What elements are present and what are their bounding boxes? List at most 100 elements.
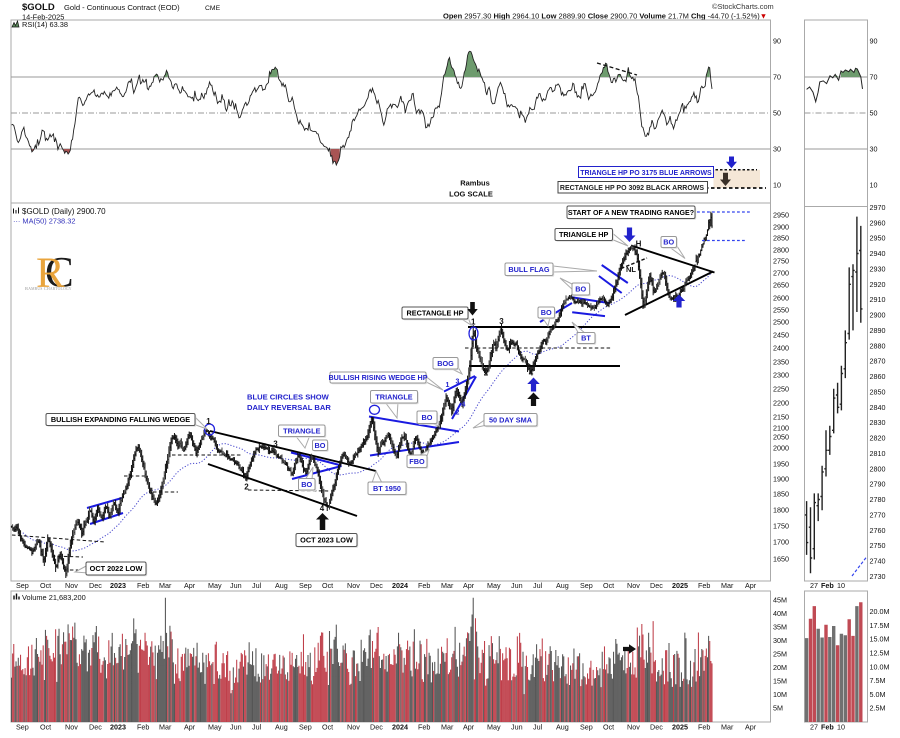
svg-text:2: 2 — [456, 410, 460, 417]
svg-text:Dec: Dec — [370, 581, 383, 590]
svg-text:Apr: Apr — [463, 581, 475, 590]
svg-text:Dec: Dec — [650, 581, 663, 590]
svg-text:RECTANGLE HP PO 3092 BLACK ARR: RECTANGLE HP PO 3092 BLACK ARROWS — [560, 185, 704, 192]
svg-text:RSI(14) 63.38: RSI(14) 63.38 — [22, 20, 68, 29]
svg-text:2300: 2300 — [773, 371, 789, 380]
svg-text:2000: 2000 — [773, 444, 789, 453]
svg-text:10: 10 — [837, 723, 845, 732]
svg-text:2900: 2900 — [870, 311, 886, 320]
svg-text:30: 30 — [870, 145, 878, 154]
svg-text:2150: 2150 — [773, 413, 789, 422]
svg-text:2730: 2730 — [870, 572, 886, 581]
svg-text:2025: 2025 — [672, 581, 688, 590]
svg-text:Feb: Feb — [821, 723, 834, 732]
svg-text:Jul: Jul — [533, 581, 543, 590]
svg-text:2950: 2950 — [773, 211, 789, 220]
svg-text:Jul: Jul — [252, 581, 262, 590]
svg-text:1700: 1700 — [773, 538, 789, 547]
svg-text:2.5M: 2.5M — [870, 704, 886, 713]
svg-text:FBO: FBO — [409, 457, 425, 466]
svg-text:2910: 2910 — [870, 295, 886, 304]
svg-text:Jul: Jul — [533, 723, 543, 732]
svg-text:OCT 2023 LOW: OCT 2023 LOW — [300, 536, 353, 545]
svg-text:Sep: Sep — [299, 581, 312, 590]
svg-text:BT: BT — [581, 334, 591, 343]
svg-text:BO: BO — [422, 413, 433, 422]
svg-text:2760: 2760 — [870, 526, 886, 535]
svg-text:Feb: Feb — [698, 581, 710, 590]
svg-text:BO: BO — [541, 308, 552, 317]
svg-text:Nov: Nov — [65, 581, 78, 590]
svg-text:17.5M: 17.5M — [870, 621, 890, 630]
svg-text:Dec: Dec — [650, 723, 663, 732]
svg-text:2024: 2024 — [392, 581, 408, 590]
svg-text:2780: 2780 — [870, 495, 886, 504]
svg-text:2740: 2740 — [870, 557, 886, 566]
svg-text:1: 1 — [446, 382, 450, 389]
svg-text:2024: 2024 — [392, 723, 408, 732]
svg-text:Volume 21,683,200: Volume 21,683,200 — [22, 593, 86, 602]
svg-text:Open 2957.30 High 2964.10 Low: Open 2957.30 High 2964.10 Low 2889.90 Cl… — [443, 12, 767, 21]
svg-text:Feb: Feb — [137, 723, 149, 732]
svg-text:Sep: Sep — [16, 581, 29, 590]
svg-text:2250: 2250 — [773, 385, 789, 394]
svg-text:Oct: Oct — [603, 581, 614, 590]
svg-text:10: 10 — [837, 581, 845, 590]
svg-text:Mar: Mar — [441, 723, 454, 732]
svg-text:2840: 2840 — [870, 403, 886, 412]
svg-text:Jun: Jun — [511, 723, 523, 732]
svg-text:1: 1 — [471, 318, 476, 327]
svg-text:2025: 2025 — [672, 723, 688, 732]
svg-text:Apr: Apr — [745, 581, 757, 590]
svg-text:2790: 2790 — [870, 480, 886, 489]
svg-text:BO: BO — [575, 285, 586, 294]
svg-text:BO: BO — [301, 480, 312, 489]
svg-text:Apr: Apr — [745, 723, 757, 732]
svg-text:2880: 2880 — [870, 341, 886, 350]
svg-text:90: 90 — [870, 37, 878, 46]
svg-text:TRIANGLE: TRIANGLE — [283, 426, 320, 435]
svg-text:··· MA(50) 2738.32: ··· MA(50) 2738.32 — [13, 217, 75, 226]
svg-text:Nov: Nov — [347, 581, 360, 590]
svg-text:Jun: Jun — [511, 581, 523, 590]
svg-text:R: R — [36, 250, 65, 297]
svg-text:Aug: Aug — [275, 723, 288, 732]
svg-text:2750: 2750 — [773, 257, 789, 266]
svg-text:BULL FLAG: BULL FLAG — [508, 265, 550, 274]
svg-text:4: 4 — [529, 369, 534, 378]
svg-text:Oct: Oct — [322, 723, 333, 732]
svg-text:START OF A NEW TRADING RANGE?: START OF A NEW TRADING RANGE? — [568, 209, 694, 217]
svg-text:BULLISH EXPANDING FALLING WEDG: BULLISH EXPANDING FALLING WEDGE — [51, 415, 190, 424]
svg-text:2900: 2900 — [773, 223, 789, 232]
svg-text:Mar: Mar — [441, 581, 454, 590]
svg-text:Dec: Dec — [89, 723, 102, 732]
svg-text:2650: 2650 — [773, 281, 789, 290]
svg-text:©StockCharts.com: ©StockCharts.com — [712, 2, 774, 11]
svg-text:Aug: Aug — [275, 581, 288, 590]
svg-text:2800: 2800 — [870, 464, 886, 473]
svg-text:May: May — [208, 581, 222, 590]
svg-text:4: 4 — [320, 504, 325, 513]
svg-text:10.0M: 10.0M — [870, 662, 890, 671]
svg-text:TRIANGLE HP PO 3175 BLUE ARROW: TRIANGLE HP PO 3175 BLUE ARROWS — [580, 170, 712, 177]
svg-text:Nov: Nov — [627, 723, 640, 732]
svg-text:Feb: Feb — [137, 581, 149, 590]
svg-text:14-Feb-2025: 14-Feb-2025 — [22, 13, 64, 22]
svg-text:2950: 2950 — [870, 234, 886, 243]
svg-text:2600: 2600 — [773, 294, 789, 303]
svg-text:Oct: Oct — [322, 581, 333, 590]
svg-text:12.5M: 12.5M — [870, 649, 890, 658]
svg-text:2890: 2890 — [870, 326, 886, 335]
svg-text:NL: NL — [626, 265, 636, 274]
svg-text:70: 70 — [870, 73, 878, 82]
svg-text:2023: 2023 — [110, 581, 126, 590]
svg-text:35M: 35M — [773, 623, 787, 632]
svg-text:May: May — [487, 581, 501, 590]
svg-text:Oct: Oct — [603, 723, 614, 732]
svg-text:27: 27 — [810, 723, 818, 732]
svg-text:2550: 2550 — [773, 306, 789, 315]
svg-text:2970: 2970 — [870, 203, 886, 212]
svg-text:C: C — [45, 250, 74, 297]
svg-text:RECTANGLE HP: RECTANGLE HP — [406, 309, 463, 318]
svg-text:BOG: BOG — [437, 359, 454, 368]
